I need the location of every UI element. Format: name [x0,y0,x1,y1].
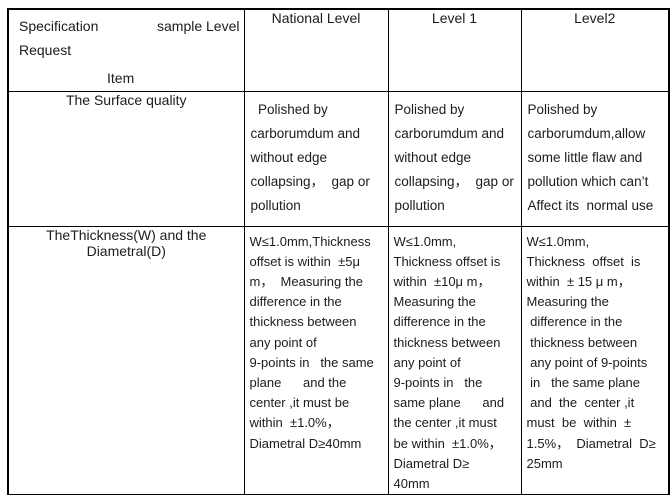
cell-surface-level1: Polished by carborumdum and without edge… [387,90,522,227]
cell-surface-level2-text: Polished by carborumdum,allow some littl… [527,101,654,213]
cell-surface-national-text: Polished by carborumdum and without edge… [250,101,370,213]
corner-label-sample-level: sample Level [157,18,240,34]
row-label-surface-quality: The Surface quality [7,90,245,227]
specification-table: Specification Request sample Level Item … [7,8,670,495]
cell-thickness-level1: W≤1.0mm, Thickness offset is within ±10μ… [387,225,522,495]
header-row: Specification Request sample Level Item … [7,8,670,92]
corner-label-item: Item [107,70,135,86]
cell-thickness-level1-text: W≤1.0mm, Thickness offset is within ±10μ… [393,233,505,491]
column-header-national-level: National Level [243,8,389,92]
cell-thickness-national-text: W≤1.0mm,Thickness offset is within ±5μ m… [249,233,374,451]
corner-cell: Specification Request sample Level Item [7,8,245,92]
corner-label-request: Request [19,42,72,58]
cell-thickness-national: W≤1.0mm,Thickness offset is within ±5μ m… [243,225,389,495]
row-surface-quality: The Surface quality Polished by carborum… [7,90,670,227]
column-header-level-1: Level 1 [387,8,522,92]
cell-surface-national: Polished by carborumdum and without edge… [243,90,389,227]
row-label-thickness-diametral: TheThickness(W) and the Diametral(D) [7,225,245,495]
column-header-level-2: Level2 [520,8,670,92]
corner-label-specification: Specification [19,18,99,34]
cell-surface-level2: Polished by carborumdum,allow some littl… [520,90,670,227]
row-thickness-diametral: TheThickness(W) and the Diametral(D) W≤1… [7,225,670,495]
cell-surface-level1-text: Polished by carborumdum and without edge… [394,101,514,213]
cell-thickness-level2-text: W≤1.0mm, Thickness offset is within ± 15… [526,233,656,471]
cell-thickness-level2: W≤1.0mm, Thickness offset is within ± 15… [520,225,670,495]
